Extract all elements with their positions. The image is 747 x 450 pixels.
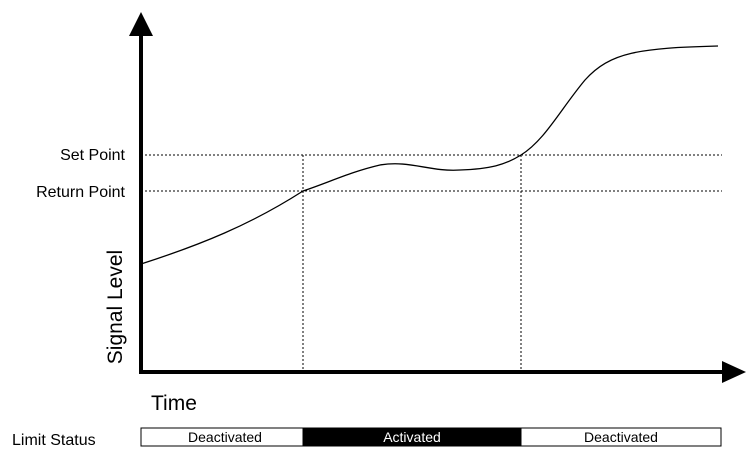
signal-curve: [140, 45, 719, 265]
status-text-deactivated-right: Deactivated: [584, 429, 658, 445]
limit-status-label: Limit Status: [12, 432, 96, 449]
x-axis-label: Time: [151, 392, 197, 415]
y-axis-arrow-icon: [129, 12, 153, 36]
status-segment-deactivated-right: [520, 427, 722, 447]
x-axis-arrow-icon: [722, 361, 746, 383]
status-text-deactivated-left: Deactivated: [188, 429, 262, 445]
limit-status-bar: Deactivated Activated Deactivated: [140, 427, 722, 447]
status-text-activated: Activated: [383, 429, 441, 445]
y-axis-label: Signal Level: [104, 250, 127, 364]
set-point-label: Set Point: [60, 147, 125, 164]
return-point-label: Return Point: [36, 184, 125, 201]
